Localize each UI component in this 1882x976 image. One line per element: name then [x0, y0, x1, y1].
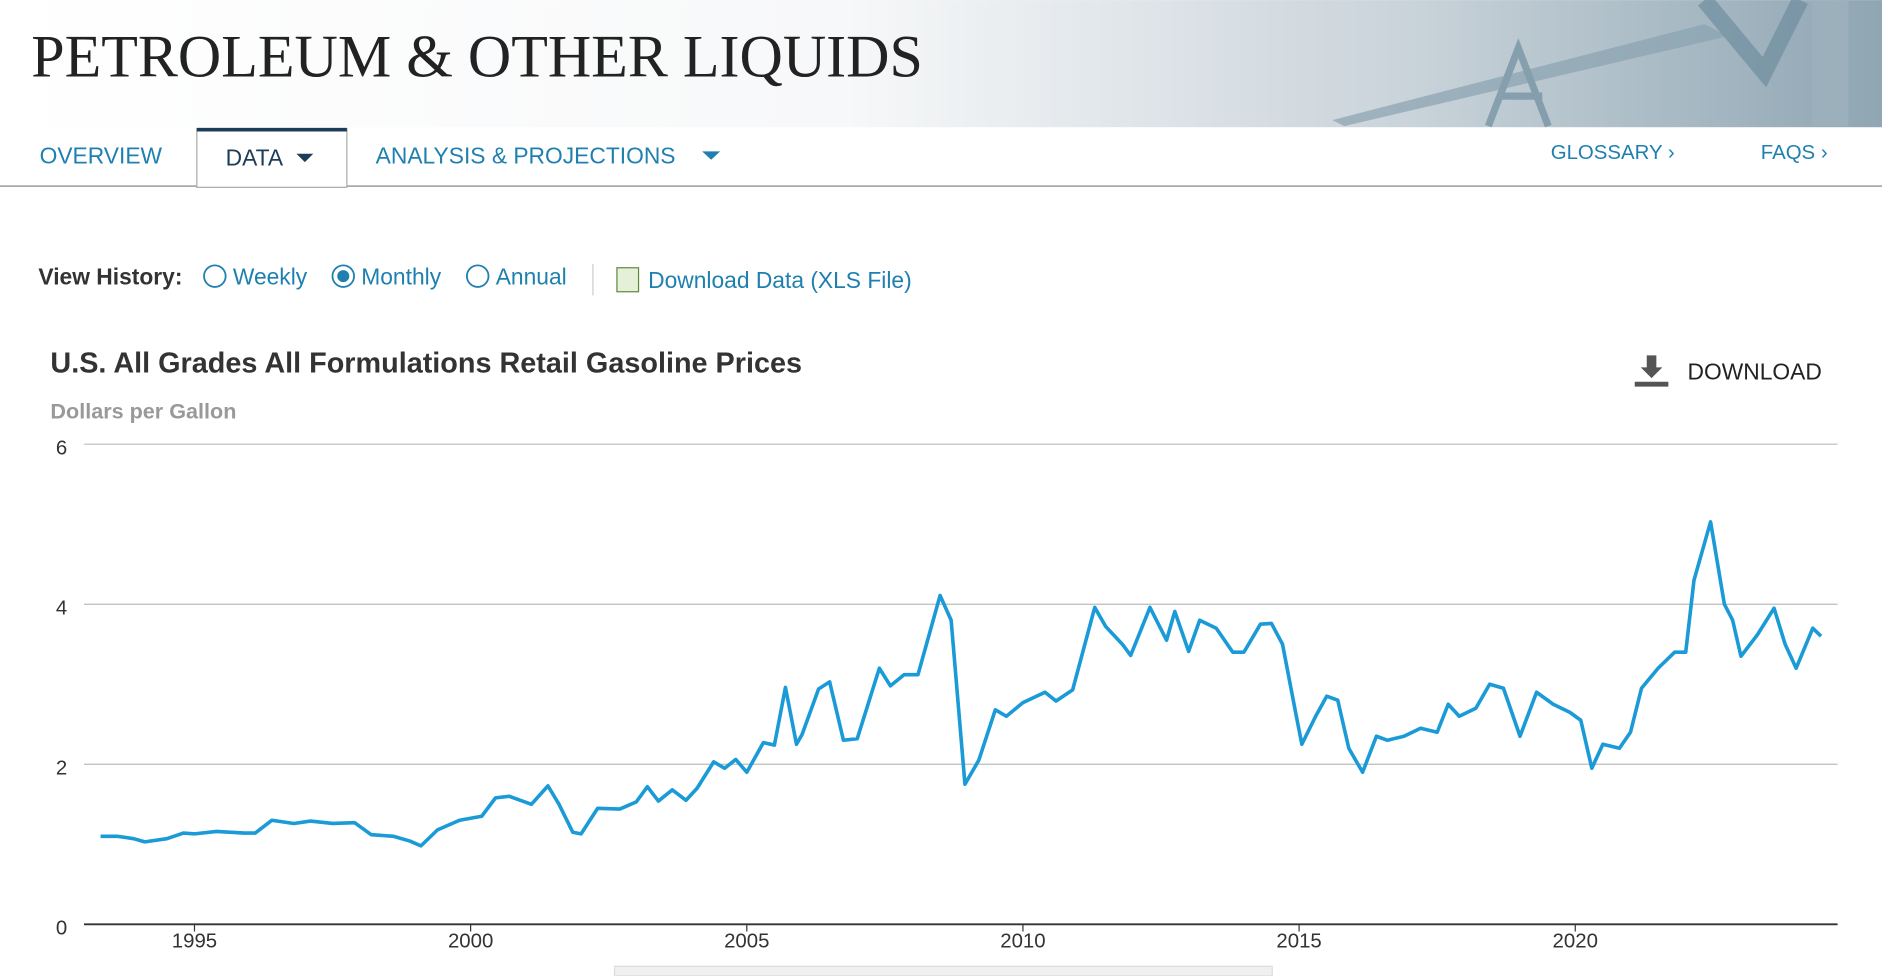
download-data-link[interactable]: Download Data (XLS File) — [648, 267, 912, 293]
radio-label[interactable]: Annual — [496, 264, 567, 290]
download-button[interactable]: DOWNLOAD — [1688, 358, 1822, 384]
x-tick-label: 2020 — [1553, 931, 1598, 953]
dropdown-caret — [296, 153, 314, 163]
plot-area: 0 2 4 6 1995 2000 2005 2010 2015 2020 — [56, 437, 1838, 953]
radio-label[interactable]: Weekly — [233, 264, 308, 290]
header-title: PETROLEUM & OTHER LIQUIDS — [31, 23, 923, 89]
radio[interactable] — [203, 264, 227, 288]
y-tick-label: 2 — [56, 757, 67, 779]
radio[interactable] — [465, 264, 490, 288]
nav-item[interactable]: ANALYSIS & PROJECTIONS — [376, 142, 676, 168]
dropdown-caret — [702, 151, 721, 160]
pumpjack-art — [1332, 0, 1849, 128]
x-tick-label: 2015 — [1276, 931, 1321, 953]
view-history-label: View History: — [38, 264, 182, 290]
radio-selected-dot — [337, 270, 350, 283]
download-icon[interactable] — [1634, 355, 1669, 387]
x-tick-label: 2000 — [448, 931, 493, 953]
y-tick-label: 6 — [56, 437, 67, 459]
scrollbar — [613, 965, 1273, 976]
x-tick-label: 2005 — [724, 931, 769, 953]
nav-item[interactable]: DATA — [226, 145, 284, 171]
nav-item[interactable]: FAQS › — [1761, 142, 1828, 164]
nav-item[interactable]: GLOSSARY › — [1551, 142, 1675, 164]
x-tick-label: 1995 — [172, 931, 217, 953]
y-tick-label: 4 — [56, 597, 67, 619]
x-tick-label: 2010 — [1000, 931, 1045, 953]
price-line — [100, 520, 1823, 848]
nav-item[interactable]: OVERVIEW — [40, 142, 163, 168]
chart-title: U.S. All Grades All Formulations Retail … — [50, 348, 802, 380]
chart-subtitle: Dollars per Gallon — [50, 399, 236, 424]
nav-active-tab — [196, 127, 348, 188]
radio-label[interactable]: Monthly — [361, 264, 441, 290]
xls-icon — [616, 267, 640, 293]
y-tick-label: 0 — [56, 917, 67, 939]
